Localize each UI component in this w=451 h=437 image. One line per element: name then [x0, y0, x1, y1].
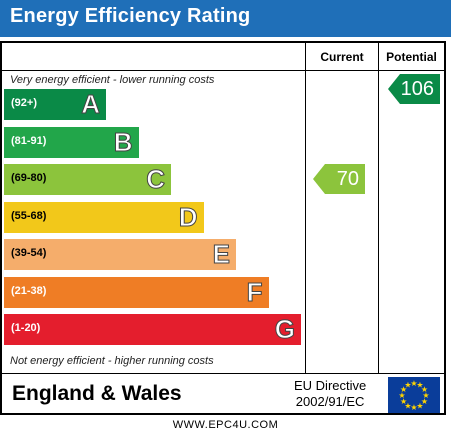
band-letter: B [113, 126, 133, 157]
band-range-label: (55-68) [11, 209, 47, 222]
current-rating-arrow: 70 [313, 164, 365, 194]
region-label: England & Wales [12, 382, 182, 405]
band-range-label: (39-54) [11, 247, 47, 259]
band-letter: D [178, 201, 198, 232]
band-range-label: (1-20) [11, 322, 41, 334]
band-letter: G [274, 314, 295, 345]
eu-star-icon: ★ [404, 381, 411, 390]
eu-flag-icon: ★ ★ ★ ★ ★ ★ ★ ★ ★ ★ ★ ★ [388, 377, 440, 413]
eu-star-icon: ★ [400, 385, 407, 394]
band-a: (92+) A [4, 89, 106, 120]
website-link[interactable]: WWW.EPC4U.COM [172, 419, 279, 431]
band-letter: A [81, 89, 101, 120]
band-e: (39-54) E [4, 239, 236, 270]
band-range-label: (69-80) [11, 172, 47, 184]
column-divider [378, 71, 379, 373]
potential-column-header: Potential [378, 43, 444, 71]
header-blank-cell [2, 43, 305, 71]
title-bar: Energy Efficiency Rating [0, 0, 451, 37]
current-arrow-shape [313, 164, 365, 194]
band-letter: F [246, 276, 263, 307]
eu-star-icon: ★ [404, 401, 411, 410]
band-range-label: (92+) [11, 97, 37, 109]
band-range-label: (21-38) [11, 284, 47, 297]
band-d: (55-68) D [4, 201, 204, 233]
band-b: (81-91) B [4, 126, 139, 158]
current-rating-value: 70 [336, 168, 359, 190]
eu-star-icon: ★ [410, 403, 417, 412]
eu-stars-icon: ★★★★★★★★★★★★ [398, 379, 429, 412]
directive-line-2: 2002/91/EC [295, 394, 365, 409]
eu-star-icon: ★ [421, 385, 428, 394]
band-letter: E [212, 239, 230, 270]
potential-rating-value: 106 [400, 78, 434, 100]
band-letter: C [146, 164, 166, 195]
eu-star-icon: ★ [416, 401, 423, 410]
eu-star-icon: ★ [400, 397, 407, 406]
column-divider [305, 71, 306, 373]
eu-star-icon: ★ [421, 397, 428, 406]
eu-star-icon: ★ [398, 391, 405, 400]
current-column-header: Current [305, 43, 378, 71]
eu-star-icon: ★ [416, 381, 423, 390]
eu-star-icon: ★ [422, 391, 429, 400]
band-g: (1-20) G [4, 314, 301, 345]
band-f: (21-38) F [4, 276, 269, 308]
potential-arrow-shape [388, 74, 440, 104]
footer-row: England & Wales EU Directive 2002/91/EC … [2, 373, 444, 414]
eu-star-icon: ★ [410, 379, 417, 388]
rating-chart: Current Potential Very energy efficient … [0, 41, 446, 415]
eu-directive: EU Directive 2002/91/EC [294, 378, 366, 410]
band-c: (69-80) C [4, 164, 171, 195]
potential-rating-arrow: 106 [388, 74, 440, 104]
band-range-label: (81-91) [11, 134, 47, 147]
page-title: Energy Efficiency Rating [10, 5, 251, 27]
bottom-note: Not energy efficient - higher running co… [10, 355, 214, 367]
top-note: Very energy efficient - lower running co… [10, 74, 215, 86]
directive-line-1: EU Directive [294, 378, 367, 393]
